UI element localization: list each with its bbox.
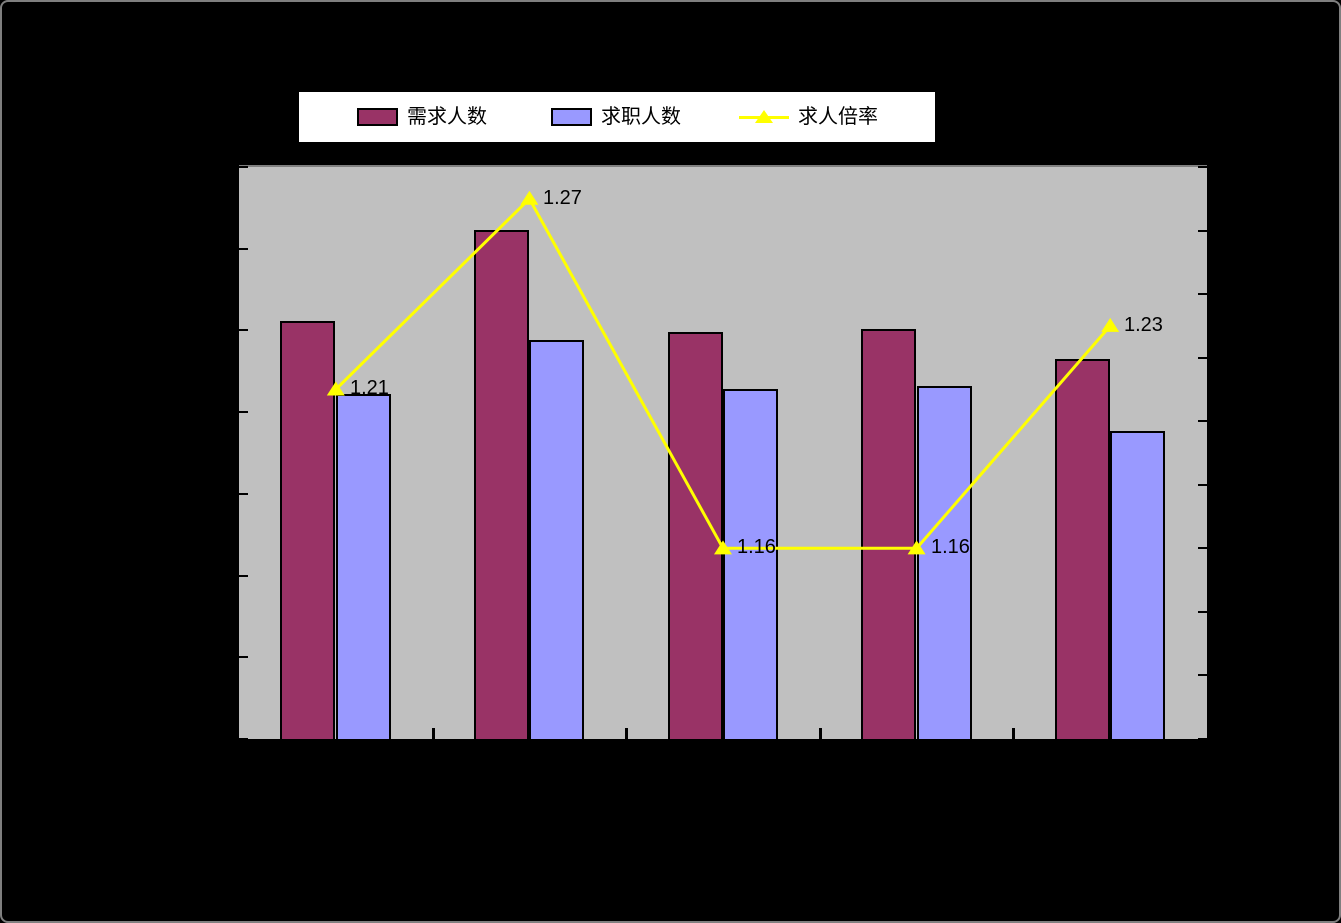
right-axis-tick [1198, 674, 1207, 676]
left-axis-tick [239, 656, 248, 658]
legend-label-demand: 需求人数 [407, 106, 487, 128]
ratio-line-layer [326, 190, 1120, 555]
right-axis-tick [1198, 547, 1207, 549]
right-axis-tick [1198, 420, 1207, 422]
triangle-marker-icon [907, 540, 926, 555]
legend-item-ratio: 求人倍率 [739, 107, 878, 127]
demand-bar [280, 321, 335, 739]
x-axis-boundary-tick [819, 728, 822, 739]
triangle-marker-icon [326, 381, 345, 396]
right-axis-tick [1198, 484, 1207, 486]
ratio-series-line-triangle-icon [739, 109, 789, 125]
x-axis-boundary-tick [432, 728, 435, 739]
demand-series-swatch-icon [357, 108, 398, 126]
right-axis-tick [1198, 357, 1207, 359]
right-axis-tick [1198, 611, 1207, 613]
jobseekers-bar [723, 389, 778, 739]
triangle-marker-icon [520, 190, 539, 205]
x-axis-boundary-tick [625, 728, 628, 739]
triangle-marker-icon [1101, 317, 1120, 332]
legend-label-ratio: 求人倍率 [798, 106, 878, 128]
left-axis-tick [239, 248, 248, 250]
demand-bar [474, 230, 529, 739]
ratio-data-label: 1.16 [737, 536, 776, 558]
demand-bar [861, 329, 916, 739]
right-axis-tick [1198, 230, 1207, 232]
ratio-data-label: 1.27 [543, 187, 582, 209]
ratio-data-label: 1.23 [1124, 314, 1163, 336]
jobseekers-bar [917, 386, 972, 739]
demand-bar [1055, 359, 1110, 739]
left-axis-tick [239, 166, 248, 168]
right-axis-tick [1198, 738, 1207, 740]
right-axis-tick [1198, 166, 1207, 168]
ratio-data-label: 1.16 [931, 536, 970, 558]
ratio-legend-triangle-icon [755, 110, 773, 123]
jobseekers-series-swatch-icon [551, 108, 592, 126]
plot-area: 1.21 1.27 1.16 1.16 1.23 [239, 165, 1207, 742]
left-axis-tick [239, 575, 248, 577]
legend-item-demand: 需求人数 [357, 107, 487, 127]
chart-legend: 需求人数 求职人数 求人倍率 [297, 90, 937, 144]
demand-bar [668, 332, 723, 739]
jobseekers-bar [1110, 431, 1165, 739]
jobseekers-bar [529, 340, 584, 739]
left-axis-tick [239, 411, 248, 413]
left-axis-tick [239, 493, 248, 495]
left-axis-tick [239, 329, 248, 331]
legend-label-jobseekers: 求职人数 [601, 106, 681, 128]
right-axis-tick [1198, 293, 1207, 295]
triangle-marker-icon [714, 540, 732, 555]
left-axis-tick [239, 738, 248, 740]
x-axis-boundary-tick [1012, 728, 1015, 739]
jobseekers-bar [336, 394, 391, 739]
ratio-line [334, 196, 1112, 550]
legend-item-jobseekers: 求职人数 [551, 107, 681, 127]
ratio-data-label: 1.21 [350, 377, 389, 399]
